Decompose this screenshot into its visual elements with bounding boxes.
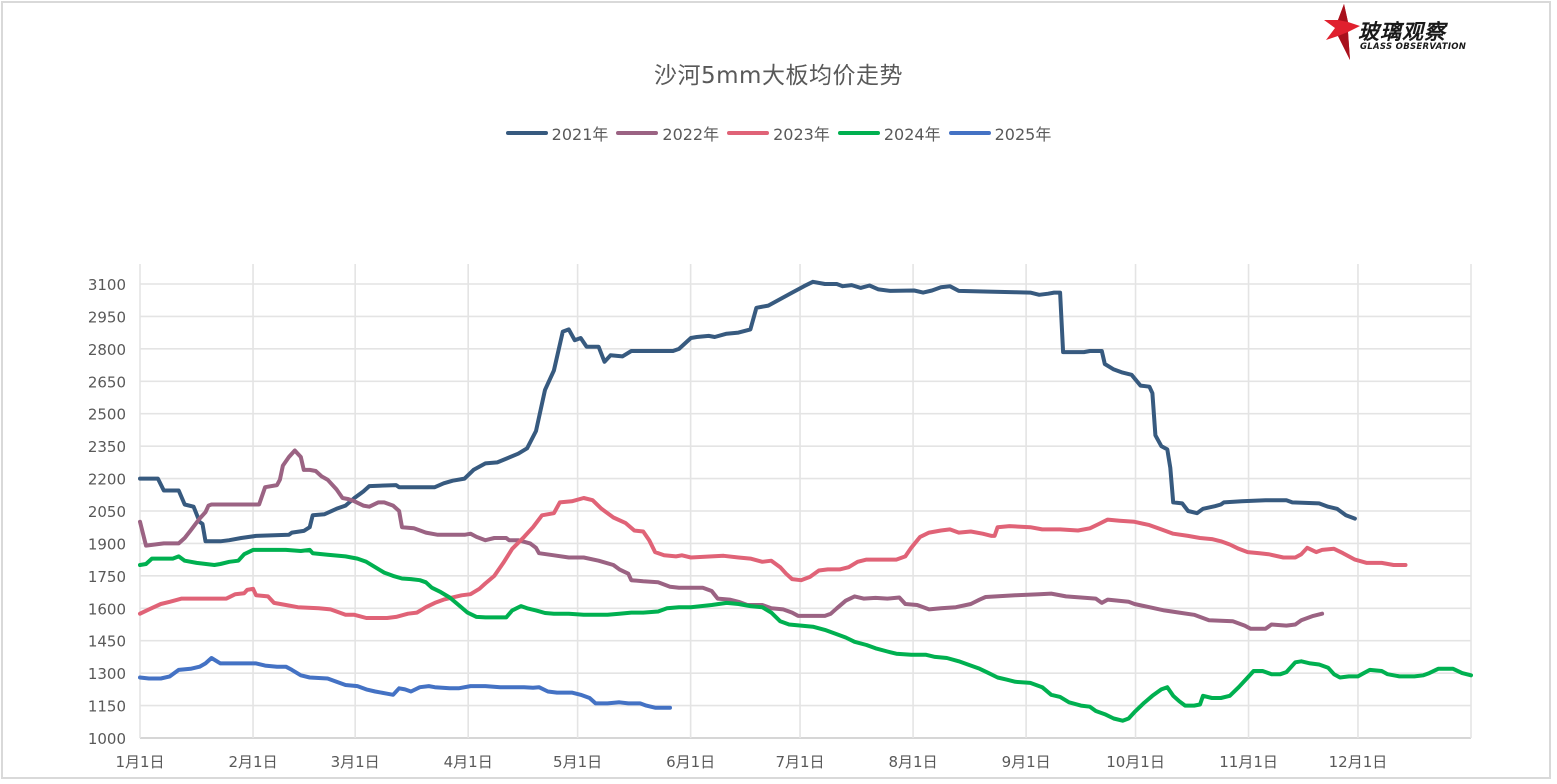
y-tick-label: 2950 [88,308,126,326]
legend-label-2025: 2025年 [994,125,1052,144]
x-tick-label: 6月1日 [666,753,715,771]
x-tick-label: 2月1日 [228,753,277,771]
series-line-2024年 [138,547,1473,723]
y-tick-label: 2200 [88,471,126,489]
y-tick-label: 3100 [88,276,126,294]
x-tick-label: 1月1日 [115,753,164,771]
legend-item-2025[interactable]: 2025年 [948,121,1052,145]
x-tick-label: 3月1日 [331,753,380,771]
y-tick-label: 2050 [88,503,126,521]
y-tick-label: 1600 [88,600,126,618]
y-tick-label: 1450 [88,633,126,651]
x-tick-label: 4月1日 [444,753,493,771]
y-tick-label: 2800 [88,341,126,359]
legend-swatch-2022 [616,131,659,135]
legend-item-2023[interactable]: 2023年 [727,121,830,145]
y-tick-label: 1150 [88,698,126,716]
y-tick-label: 1000 [88,730,126,748]
x-tick-label: 10月1日 [1106,753,1165,771]
legend-item-2021[interactable]: 2021年 [505,121,609,145]
series-line-2022年 [138,448,1325,631]
legend-swatch-2021 [505,131,548,135]
legend-item-2024[interactable]: 2024年 [837,121,941,145]
logo-english-text: GLASS OBSERVATION [1360,42,1467,52]
x-tick-label: 7月1日 [775,753,824,771]
series-line-2023年 [138,496,1408,620]
y-tick-label: 2500 [88,406,126,424]
legend-item-2022[interactable]: 2022年 [616,121,719,145]
series-lines [138,279,1473,723]
series-line-2021年 [138,279,1357,544]
series-line-2025年 [138,656,672,710]
chart-legend: 2021年 2022年 2023年 2024年 2025年 [0,121,1557,145]
x-tick-label: 5月1日 [553,753,602,771]
y-tick-label: 1750 [88,568,126,586]
red-star-logo-icon [1324,4,1360,60]
legend-swatch-2025 [948,131,991,135]
y-tick-label: 2650 [88,373,126,391]
legend-label-2021: 2021年 [551,125,609,144]
legend-swatch-2024 [837,131,880,135]
y-tick-label: 2350 [88,438,126,456]
y-axis-ticks: 1000 1150 1300 1450 1600 1750 1900 2050 2200 2350… [88,276,126,748]
x-axis-ticks: 1月1日 2月1日 3月1日 4月1日 5月1日 6月1日 7月1日 8月1日 9月1日 10月1… [115,753,1387,771]
legend-label-2023: 2023年 [773,125,830,144]
x-tick-label: 8月1日 [889,753,938,771]
x-tick-label: 9月1日 [1002,753,1051,771]
chart-title: 沙河5mm大板均价走势 [654,63,903,89]
x-tick-label: 12月1日 [1329,753,1388,771]
legend-label-2022: 2022年 [662,125,720,144]
legend-swatch-2023 [727,131,770,135]
legend-label-2024: 2024年 [883,125,941,144]
y-tick-label: 1900 [88,535,126,553]
y-tick-label: 1300 [88,665,126,683]
logo-chinese-text: 玻璃观察 [1358,20,1446,44]
x-tick-label: 11月1日 [1219,753,1278,771]
glass-observation-logo: 玻璃观察 GLASS OBSERVATION [1322,2,1492,64]
